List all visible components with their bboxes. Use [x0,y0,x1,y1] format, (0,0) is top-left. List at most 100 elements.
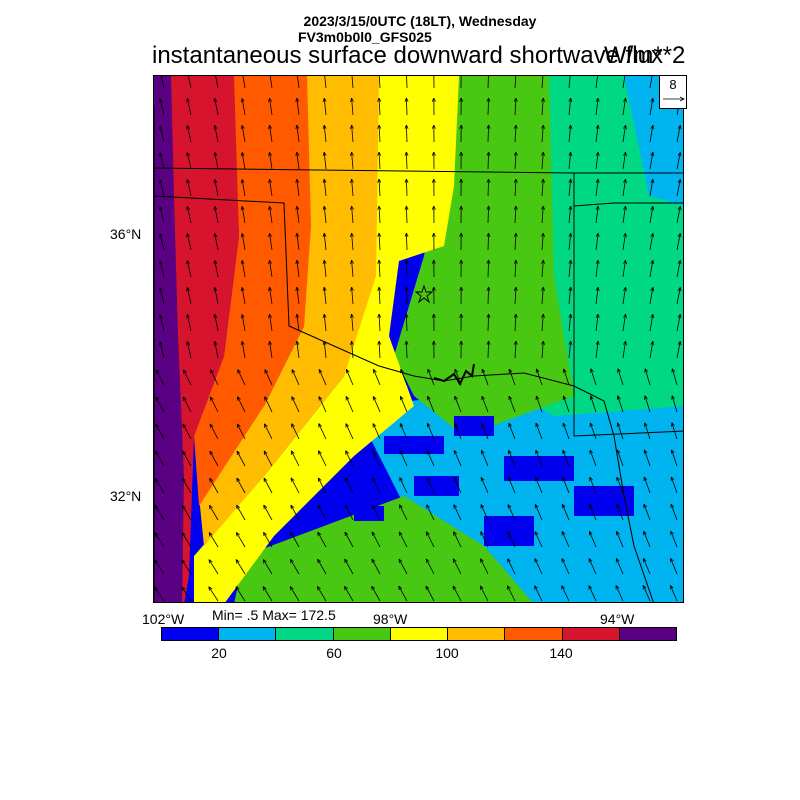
wind-vector [487,205,489,224]
wind-vector-head [344,504,349,508]
wind-vector [425,585,435,602]
wind-vector-head [181,559,186,563]
wind-vector [317,504,327,521]
wind-vector-head [240,152,243,157]
wind-vector-head [350,313,352,319]
wind-vector-head [213,98,216,103]
wind-vector-head [269,232,272,237]
wind-vector-head [433,340,436,345]
wind-vector [378,259,381,278]
wind-vector-head [378,286,382,291]
wind-vector-head [431,178,435,183]
wind-vector [595,233,599,251]
wind-vector-head [241,233,245,237]
wind-vector-head [159,125,163,129]
wind-vector [186,314,192,332]
wind-vector-head [671,422,675,427]
wind-vector-head [616,558,620,562]
wind-vector [514,97,517,116]
wind-vector-head [542,178,545,183]
wind-vector [378,151,381,170]
wind-vector [535,477,543,494]
wind-vector-head [296,151,300,156]
wind-vector [649,314,654,332]
wind-vector-head [570,97,573,103]
wind-vector-head [541,178,544,183]
wind-vector [351,125,354,143]
wind-vector-head [625,125,627,130]
wind-vector-head [625,98,627,103]
wind-vector [345,396,354,413]
wind-vector [160,76,165,89]
min-max-label: Min= .5 Max= 172.5 [212,607,336,623]
wind-vector-head [541,124,544,129]
wind-vector-head [433,313,436,318]
wind-vector-head [679,152,682,157]
wind-vector-head [541,151,544,156]
wind-vector-head [213,341,216,346]
wind-vector-head [488,97,491,102]
wind-vector-head [643,476,648,481]
wind-vector-head [679,314,682,319]
wind-vector-head [158,314,161,319]
wind-vector-head [643,558,647,562]
wind-vector [622,260,626,278]
wind-vector-head [322,313,325,319]
wind-vector-head [269,178,272,183]
wind-vector-head [563,368,567,373]
wind-vector-head [351,232,354,237]
wind-vector-head [323,178,327,183]
wind-vector [541,233,544,251]
wind-vector-head [186,233,188,238]
wind-vector-head [323,97,327,102]
wind-vector-head [615,585,620,589]
wind-vector [487,313,489,332]
wind-vector-head [269,124,272,129]
wind-vector-head [652,152,655,157]
wind-vector-head [568,313,572,318]
wind-vector-head [214,341,218,345]
wind-vector-head [570,178,573,184]
wind-vector [214,125,219,143]
wind-vector-head [671,368,673,373]
wind-vector-head [295,314,298,319]
wind-vector-head [481,395,485,400]
wind-vector-head [322,178,325,184]
wind-vector-head [623,232,626,237]
wind-vector [568,287,572,305]
wind-vector-head [291,423,295,427]
wind-vector [269,125,273,143]
wind-vector-head [159,152,163,156]
wind-vector-head [597,340,600,346]
wind-vector-head [541,205,544,210]
lat-label-36: 36°N [110,226,142,242]
wind-vector [241,125,246,143]
wind-vector [406,178,408,197]
wind-vector-head [241,287,245,291]
wind-vector-head [155,450,160,455]
wind-vector [323,233,327,251]
wind-vector [208,559,219,575]
wind-vector [269,287,273,305]
wind-vector-head [372,504,376,508]
wind-vector-head [644,368,646,373]
wind-vector-head [404,313,407,318]
wind-vector-head [515,205,518,210]
wind-vector-head [515,286,518,291]
wind-vector-head [372,477,376,481]
wind-vector [562,504,570,521]
wind-vector-head [406,232,409,237]
wind-vector-head [642,585,647,589]
wind-vector [568,233,572,251]
wind-vector-head [351,151,354,156]
wind-vector-head [650,97,654,102]
wind-vector [643,503,651,521]
wind-vector-head [378,97,382,102]
wind-vector-head [296,232,300,237]
wind-vector [296,152,300,170]
wind-vector-head [290,504,295,508]
wind-vector-head [650,124,654,129]
wind-vector [317,477,327,494]
wind-vector-head [589,476,593,481]
wind-vector-head [351,124,354,129]
